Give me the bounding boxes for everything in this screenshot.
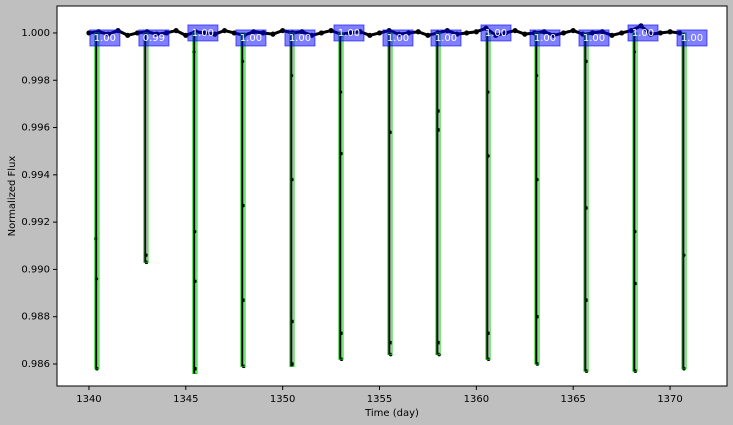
y-axis-label: Normalized Flux (7, 156, 18, 237)
annotation-label: 1.00 (485, 28, 507, 39)
y-tick-label: 1.000 (21, 28, 50, 39)
annotation-box (627, 24, 659, 42)
x-tick-label: 1355 (367, 394, 392, 405)
annotation-box (382, 29, 414, 47)
annotation-label: 1.00 (534, 33, 556, 44)
annotation-box (676, 29, 708, 47)
x-tick-label: 1365 (560, 394, 585, 405)
annotation-box (480, 24, 512, 42)
annotation-label: 1.00 (583, 33, 605, 44)
annotation-box (138, 29, 170, 47)
annotation-label: 1.00 (387, 33, 409, 44)
annotation-box (235, 29, 267, 47)
annotation-label: 1.00 (681, 33, 703, 44)
annotation-label: 1.00 (192, 28, 214, 39)
annotation-label: 1.00 (289, 33, 311, 44)
annotation-label: 1.00 (94, 33, 116, 44)
y-tick-label: 0.986 (21, 359, 50, 370)
annotation-box (284, 29, 316, 47)
annotation-label: 0.99 (143, 33, 165, 44)
x-tick-label: 1360 (464, 394, 489, 405)
y-tick-label: 0.992 (21, 217, 50, 228)
y-tick-label: 0.994 (21, 170, 50, 181)
y-tick-label: 0.998 (21, 75, 50, 86)
annotation-box (529, 29, 561, 47)
y-tick-label: 0.988 (21, 312, 50, 323)
x-tick-label: 1350 (270, 394, 295, 405)
y-tick-label: 0.990 (21, 264, 50, 275)
annotation-box (578, 29, 610, 47)
annotation-label: 1.00 (338, 28, 360, 39)
y-tick-label: 0.996 (21, 123, 50, 134)
annotation-label: 1.00 (632, 28, 654, 39)
annotation-box (89, 29, 121, 47)
x-tick-label: 1340 (76, 394, 101, 405)
annotation-box (333, 24, 365, 42)
annotation-label: 1.00 (435, 33, 457, 44)
annotation-box (430, 29, 462, 47)
x-tick-label: 1370 (657, 394, 682, 405)
annotation-box (187, 24, 219, 42)
x-axis-label: Time (day) (364, 408, 419, 419)
x-tick-label: 1345 (173, 394, 198, 405)
annotation-label: 1.00 (240, 33, 262, 44)
